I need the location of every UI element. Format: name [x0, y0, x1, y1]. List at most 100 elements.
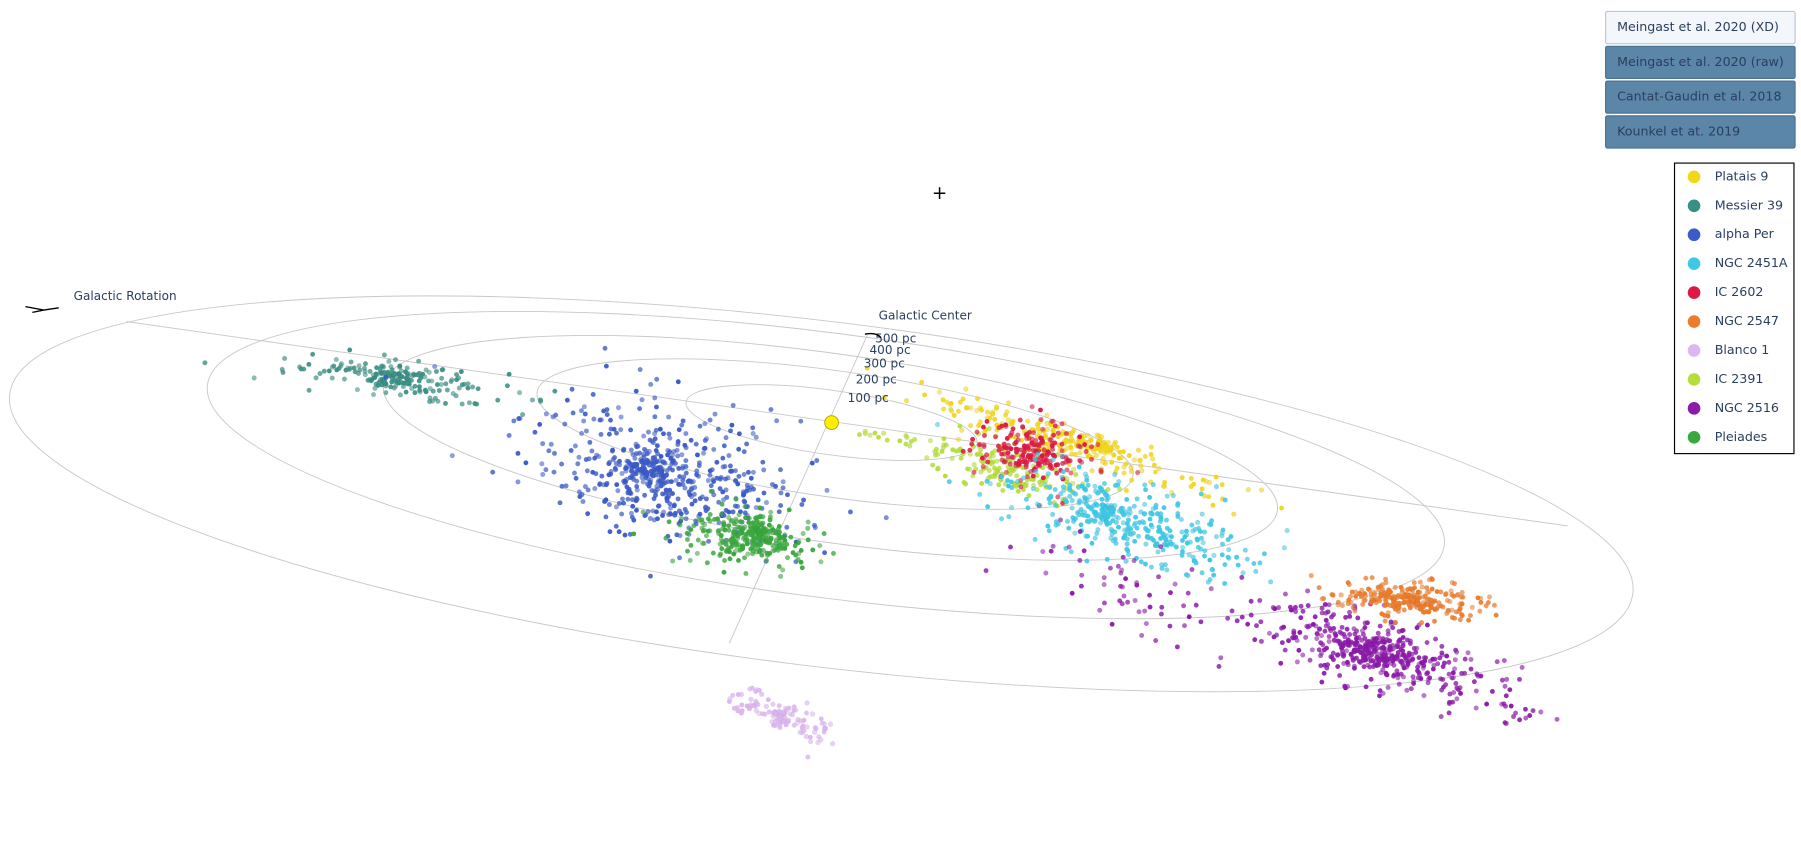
point	[1355, 615, 1361, 621]
point	[1385, 684, 1391, 691]
point	[370, 391, 377, 398]
point	[809, 711, 816, 717]
legend-item[interactable]: Platais 9	[1687, 168, 1769, 184]
point	[1409, 588, 1416, 594]
legend-swatch[interactable]	[1687, 257, 1701, 270]
legend-item[interactable]: Messier 39	[1687, 197, 1783, 213]
legend-item[interactable]: alpha Per	[1687, 226, 1775, 242]
point	[720, 464, 726, 470]
point	[616, 501, 622, 506]
point	[656, 503, 661, 509]
button-bg[interactable]	[1605, 80, 1796, 114]
legend-swatch[interactable]	[1687, 402, 1701, 415]
point	[784, 524, 790, 530]
point	[776, 564, 782, 569]
point	[1335, 664, 1341, 669]
legend-label[interactable]: IC 2602	[1715, 284, 1764, 299]
legend-item[interactable]: Pleiades	[1687, 429, 1768, 444]
legend-swatch[interactable]	[1687, 315, 1701, 328]
point	[1282, 647, 1288, 653]
point	[1234, 554, 1240, 560]
point	[1105, 514, 1111, 520]
point	[1124, 497, 1130, 502]
button-label[interactable]: Meingast et al. 2020 (raw)	[1617, 54, 1784, 69]
point	[390, 371, 397, 378]
dataset-button[interactable]: Meingast et al. 2020 (raw)	[1605, 45, 1796, 80]
point	[1105, 445, 1111, 451]
point	[649, 438, 655, 444]
point	[1337, 629, 1343, 635]
button-label[interactable]: Kounkel et at. 2019	[1617, 123, 1740, 138]
legend-item[interactable]: IC 2602	[1687, 284, 1764, 299]
legend-label[interactable]: alpha Per	[1715, 226, 1775, 241]
legend-label[interactable]: Pleiades	[1715, 429, 1768, 444]
point	[732, 478, 739, 484]
legend-item[interactable]: NGC 2516	[1687, 400, 1779, 415]
point	[614, 430, 619, 436]
legend-label[interactable]: Platais 9	[1715, 168, 1769, 183]
legend-swatch[interactable]	[1687, 199, 1701, 213]
legend-swatch[interactable]	[1687, 373, 1701, 386]
point	[729, 422, 735, 428]
button-bg[interactable]	[1605, 115, 1796, 149]
legend-label[interactable]: Blanco 1	[1715, 342, 1770, 357]
legend-label[interactable]: NGC 2516	[1715, 400, 1779, 415]
legend-label[interactable]: NGC 2451A	[1715, 255, 1788, 270]
point	[678, 511, 684, 517]
point	[1298, 603, 1304, 609]
button-bg[interactable]	[1605, 10, 1796, 45]
point	[628, 510, 635, 517]
legend-item[interactable]: IC 2391	[1687, 371, 1764, 386]
point	[615, 487, 621, 494]
legend-swatch[interactable]	[1687, 430, 1701, 444]
point	[1253, 568, 1259, 575]
point	[1143, 620, 1150, 627]
point	[984, 409, 991, 415]
point	[715, 516, 720, 522]
point	[1421, 692, 1427, 699]
dataset-button[interactable]: Kounkel et at. 2019	[1605, 115, 1796, 149]
legend-label[interactable]: IC 2391	[1715, 371, 1764, 386]
legend-swatch[interactable]	[1687, 170, 1701, 184]
point	[1120, 554, 1126, 560]
point	[1213, 533, 1220, 540]
point	[1008, 432, 1014, 438]
point	[979, 407, 984, 413]
point	[786, 507, 792, 513]
point	[977, 419, 984, 425]
dataset-button[interactable]: Cantat-Gaudin et al. 2018	[1605, 80, 1796, 114]
legend-swatch[interactable]	[1687, 286, 1701, 299]
point	[726, 699, 732, 704]
point	[1410, 678, 1417, 684]
button-bg[interactable]	[1605, 45, 1796, 80]
point	[329, 375, 336, 381]
point	[685, 548, 690, 554]
point	[383, 375, 389, 380]
point	[996, 482, 1002, 488]
legend-swatch[interactable]	[1687, 344, 1701, 357]
point	[993, 404, 1000, 410]
button-label[interactable]: Cantat-Gaudin et al. 2018	[1617, 89, 1781, 104]
point	[1367, 664, 1373, 670]
point	[1045, 470, 1052, 477]
legend-label[interactable]: NGC 2547	[1715, 313, 1779, 328]
button-label[interactable]: Meingast et al. 2020 (XD)	[1617, 19, 1779, 34]
legend-swatch[interactable]	[1687, 228, 1701, 242]
point	[1009, 485, 1015, 491]
point	[1458, 690, 1463, 696]
point	[516, 389, 523, 396]
dataset-button[interactable]: Meingast et al. 2020 (XD)	[1605, 10, 1796, 45]
point	[624, 465, 629, 471]
legend-label[interactable]: Messier 39	[1715, 197, 1783, 212]
point	[625, 496, 631, 502]
legend-item[interactable]: NGC 2547	[1687, 313, 1779, 328]
point	[1008, 504, 1015, 511]
point	[1116, 486, 1123, 492]
point	[720, 455, 726, 461]
point	[736, 473, 742, 479]
legend-item[interactable]: NGC 2451A	[1687, 255, 1788, 270]
legend-item[interactable]: Blanco 1	[1687, 342, 1770, 357]
point	[799, 565, 805, 571]
point	[1377, 656, 1384, 663]
